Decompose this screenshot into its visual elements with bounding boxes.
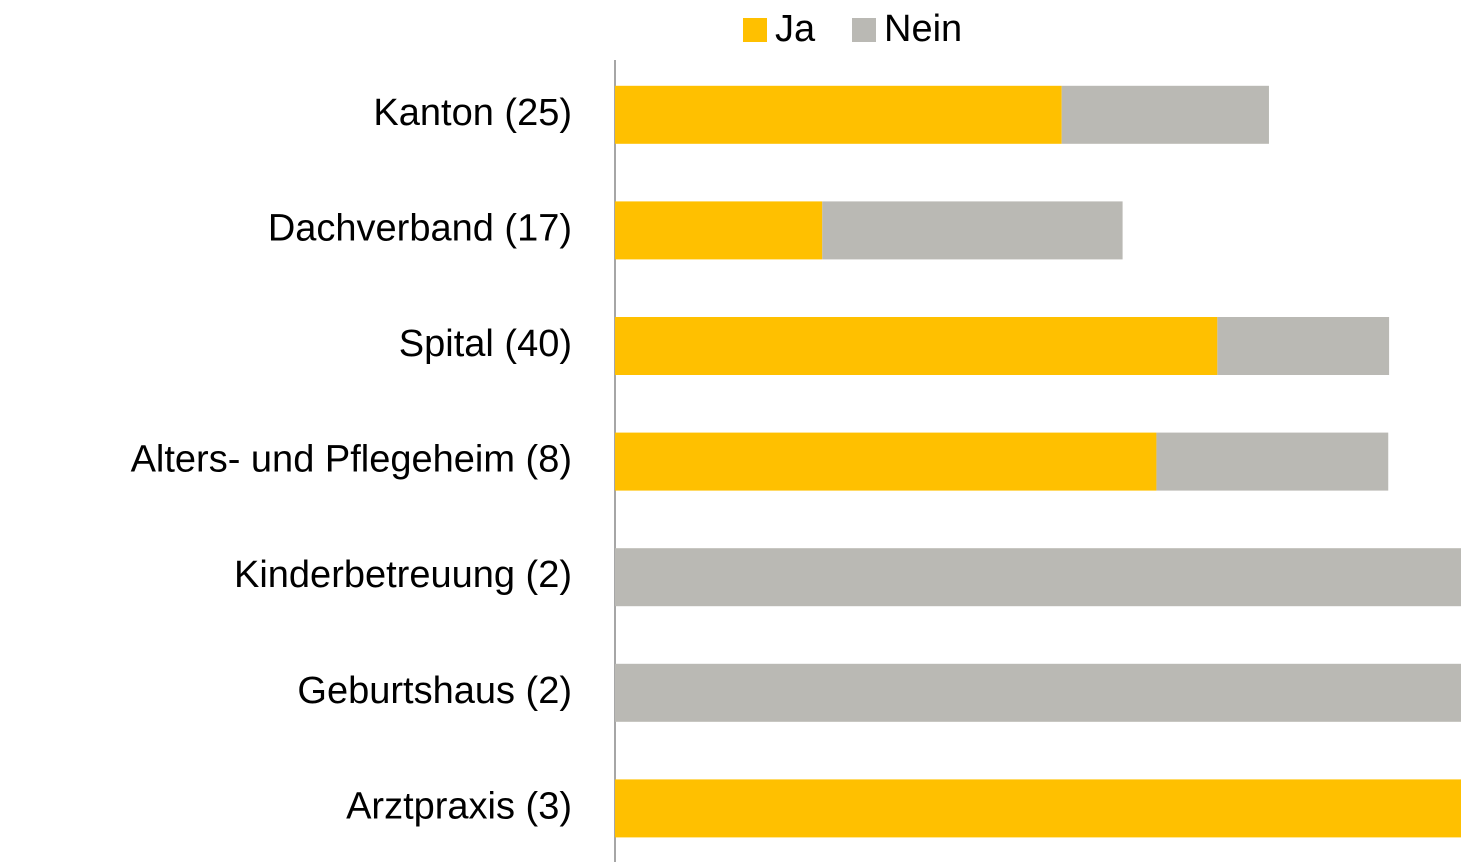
- legend-swatch: [743, 18, 767, 42]
- y-tick-label: Arztpraxis (3): [346, 785, 572, 827]
- y-tick-label: Geburtshaus (2): [297, 670, 572, 712]
- bar-segment: [822, 201, 1123, 260]
- legend-label: Nein: [884, 8, 962, 50]
- bar-segment: [1061, 85, 1269, 144]
- bar-segment: [615, 201, 823, 260]
- y-tick-label: Spital (40): [399, 323, 572, 365]
- bar-segment: [615, 663, 1461, 722]
- bar-segment: [1156, 432, 1389, 491]
- y-tick-label: Kanton (25): [373, 92, 572, 134]
- y-tick-label: Dachverband (17): [268, 207, 572, 249]
- legend-swatch: [852, 18, 876, 42]
- y-tick-label: Kinderbetreuung (2): [234, 554, 572, 596]
- bar-segment: [615, 432, 1157, 491]
- bar-segment: [615, 317, 1218, 375]
- bar-segment: [615, 548, 1461, 607]
- bar-segment: [615, 779, 1461, 838]
- y-tick-label: Alters- und Pflegeheim (8): [131, 439, 572, 481]
- bar-segment: [1217, 317, 1390, 375]
- bar-segment: [615, 85, 1062, 144]
- legend-label: Ja: [775, 8, 816, 50]
